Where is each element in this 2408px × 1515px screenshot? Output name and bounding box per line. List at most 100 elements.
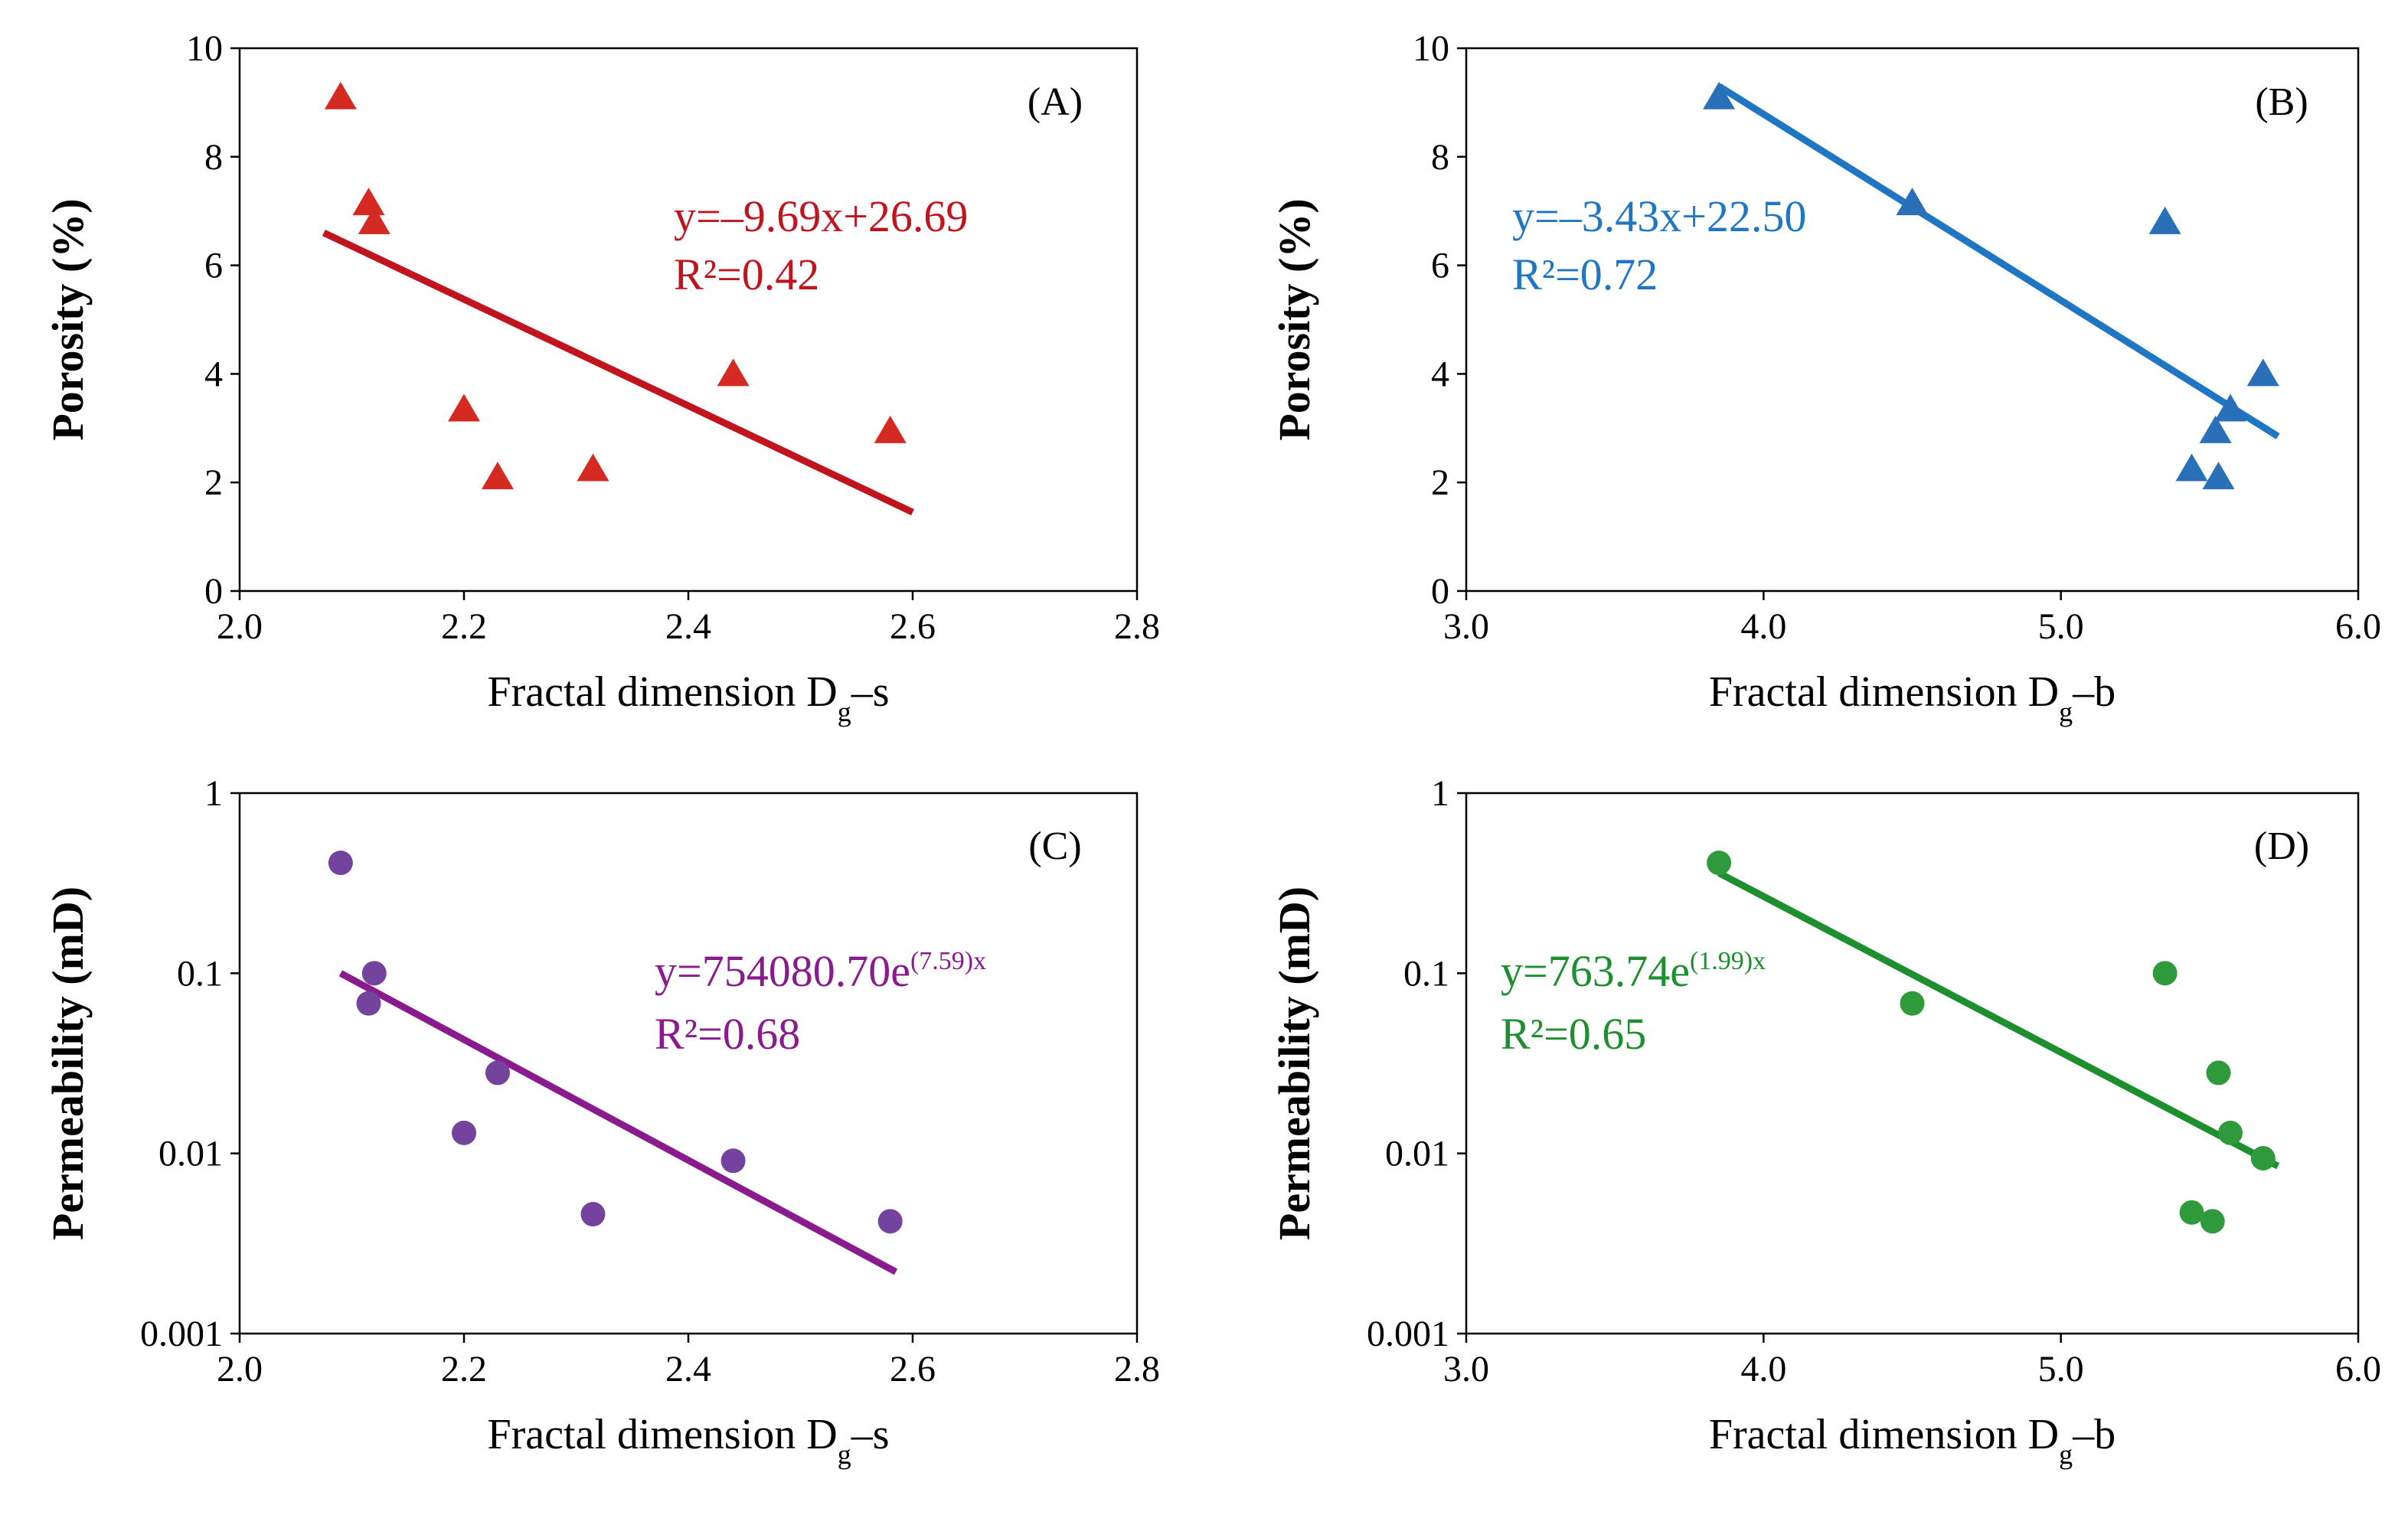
r-squared: R²=0.72 — [1512, 250, 1658, 299]
y-tick-label: 0.001 — [1367, 1314, 1449, 1354]
x-axis-label: Fractal dimension Dg–s — [487, 668, 889, 727]
y-tick-label: 4 — [1431, 354, 1449, 394]
fit-equation: y=–3.43x+22.50 — [1512, 191, 1806, 241]
data-point — [358, 206, 390, 234]
y-tick-label: 1 — [204, 773, 223, 814]
data-point — [328, 851, 353, 876]
x-axis-label: Fractal dimension Dg–b — [1709, 1411, 2116, 1470]
x-tick-label: 2.8 — [1114, 606, 1160, 647]
panel-label: (A) — [1028, 80, 1083, 124]
x-tick-label: 3.0 — [1443, 1349, 1489, 1389]
data-point — [2200, 1209, 2225, 1234]
y-tick-label: 0 — [204, 571, 223, 612]
r-squared: R²=0.42 — [674, 250, 819, 299]
y-tick-label: 8 — [1431, 137, 1449, 178]
x-tick-label: 2.4 — [665, 606, 711, 647]
x-axis-label: Fractal dimension Dg–b — [1709, 668, 2116, 727]
x-tick-label: 6.0 — [2335, 606, 2381, 647]
panel-label: (B) — [2255, 80, 2308, 124]
y-tick-label: 1 — [1431, 773, 1449, 814]
data-point — [874, 415, 907, 443]
y-tick-label: 8 — [204, 137, 223, 178]
x-tick-label: 2.0 — [217, 1349, 263, 1389]
data-point — [2246, 358, 2279, 387]
y-tick-label: 10 — [186, 28, 223, 69]
trend-line — [1717, 83, 2280, 439]
data-point — [1707, 851, 1732, 876]
plot-frame — [1465, 47, 2360, 593]
x-tick-label: 2.2 — [441, 1349, 487, 1389]
x-tick-label: 2.6 — [890, 606, 936, 647]
data-point — [877, 1209, 903, 1234]
data-point — [361, 961, 387, 986]
plot-frame — [238, 792, 1139, 1335]
x-tick-label: 6.0 — [2335, 1349, 2381, 1389]
fit-equation: y=754080.70e(7.59)x — [655, 946, 986, 996]
chart-b: 3.0 4.0 5.0 6.0 0 2 4 6 8 10 Fractal dimension Dg–… — [1269, 28, 2381, 727]
y-tick-label: 2 — [204, 462, 223, 503]
data-point — [2148, 206, 2181, 234]
data-point — [452, 1120, 476, 1145]
x-tick-label: 5.0 — [2038, 1349, 2084, 1389]
y-tick-label: 0.01 — [1385, 1134, 1449, 1174]
panel-label: (C) — [1028, 824, 1081, 868]
data-point — [448, 393, 480, 422]
data-point — [720, 1148, 746, 1174]
y-tick-label: 10 — [1413, 28, 1449, 69]
x-tick-label: 2.8 — [1114, 1349, 1160, 1389]
x-tick-label: 4.0 — [1740, 1349, 1786, 1389]
y-tick-label: 2 — [1431, 462, 1449, 503]
data-point — [2250, 1145, 2276, 1171]
fit-equation: y=–9.69x+26.69 — [674, 191, 968, 241]
x-tick-label: 3.0 — [1443, 606, 1489, 647]
data-point — [2218, 1120, 2243, 1145]
y-tick-label: 0.001 — [140, 1314, 223, 1354]
data-point — [356, 991, 381, 1016]
data-point — [2206, 1060, 2231, 1086]
data-point — [577, 453, 609, 482]
x-tick-label: 4.0 — [1740, 606, 1786, 647]
data-point — [352, 188, 385, 216]
x-tick-label: 2.0 — [217, 606, 263, 647]
x-axis-label: Fractal dimension Dg–s — [487, 1411, 889, 1470]
data-point — [580, 1202, 606, 1227]
plot-frame — [238, 47, 1139, 593]
trend-line — [338, 970, 898, 1275]
chart-c: 2.0 2.2 2.4 2.6 2.8 0.001 0.01 0.1 1 Fractal dime… — [43, 773, 1160, 1470]
data-point — [1896, 188, 1929, 216]
chart-a: 2.0 2.2 2.4 2.6 2.8 0 2 4 6 8 10 Fractal dimension … — [43, 28, 1160, 727]
r-squared: R²=0.65 — [1501, 1009, 1646, 1059]
y-axis-label: Porosity (%) — [43, 198, 93, 440]
y-axis-label: Permeability (mD) — [1269, 886, 1319, 1240]
y-tick-label: 0.1 — [1403, 953, 1449, 994]
data-point — [1703, 81, 1736, 109]
data-point — [2152, 961, 2178, 986]
y-tick-label: 0.1 — [177, 953, 223, 994]
y-tick-label: 0 — [1431, 571, 1449, 612]
data-point — [2175, 453, 2208, 482]
x-tick-label: 2.2 — [441, 606, 487, 647]
plot-frame — [1465, 792, 2360, 1335]
data-point — [1900, 991, 1925, 1016]
data-point — [2202, 462, 2235, 490]
trend-line — [1717, 870, 2280, 1170]
x-tick-label: 5.0 — [2038, 606, 2084, 647]
chart-d: 3.0 4.0 5.0 6.0 0.001 0.01 0.1 1 Fractal dimensi… — [1269, 773, 2381, 1470]
r-squared: R²=0.68 — [655, 1009, 800, 1059]
trend-line — [322, 229, 914, 516]
data-point — [324, 81, 357, 109]
data-point — [2199, 415, 2232, 443]
data-point — [2214, 393, 2247, 422]
y-tick-label: 6 — [1431, 246, 1449, 286]
data-point — [485, 1060, 510, 1086]
panel-label: (D) — [2254, 824, 2309, 868]
data-point — [481, 462, 514, 490]
y-axis-label: Porosity (%) — [1269, 198, 1319, 440]
y-tick-label: 0.01 — [158, 1134, 223, 1174]
y-tick-label: 6 — [204, 246, 223, 286]
data-point — [717, 358, 750, 387]
fit-equation: y=763.74e(1.99)x — [1501, 946, 1766, 996]
y-tick-label: 4 — [204, 354, 223, 394]
x-tick-label: 2.6 — [890, 1349, 936, 1389]
x-tick-label: 2.4 — [665, 1349, 711, 1389]
